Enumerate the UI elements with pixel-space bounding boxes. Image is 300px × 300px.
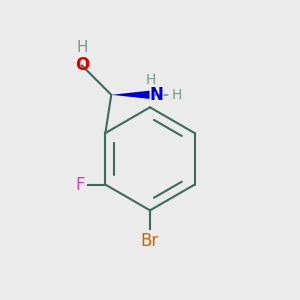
Text: H: H [172, 88, 182, 102]
Text: O: O [75, 56, 89, 74]
Polygon shape [111, 91, 149, 99]
Text: N: N [149, 86, 164, 104]
Text: H: H [146, 73, 156, 86]
Text: Br: Br [141, 232, 159, 250]
Text: H: H [76, 40, 88, 55]
Text: F: F [75, 176, 85, 194]
